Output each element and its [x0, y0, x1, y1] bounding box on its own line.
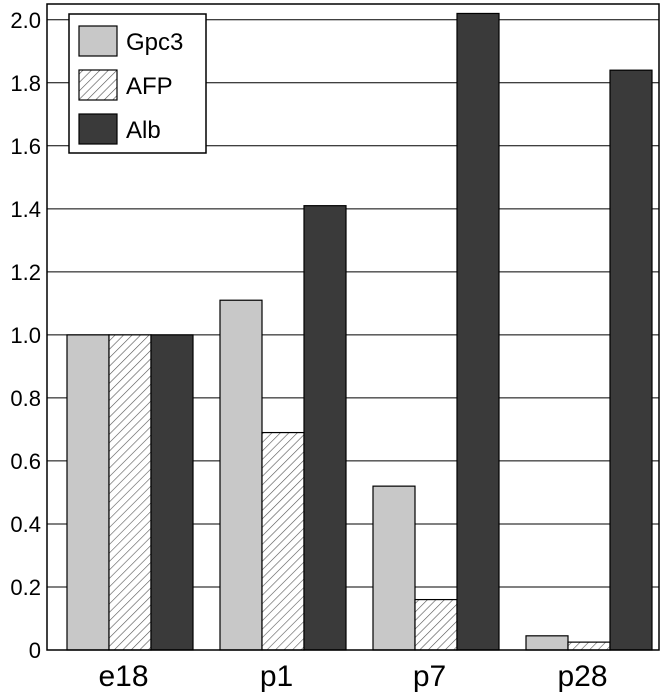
legend-swatch-afp [78, 69, 118, 101]
bar-alb-p28 [609, 69, 653, 651]
bar-afp-p7 [414, 598, 458, 651]
legend-label-gpc3: Gpc3 [126, 29, 183, 56]
bar-gpc3-p1 [219, 299, 263, 651]
y-tick-label: 1.6 [10, 134, 41, 159]
bar-gpc3-p7 [372, 485, 416, 651]
y-tick-label: 0.4 [10, 512, 41, 537]
y-axis-ticks: 0 0.2 0.4 0.6 0.8 1.0 1.2 1.4 1.6 1.8 2.0 [10, 8, 41, 663]
bar-gpc3-e18 [66, 334, 110, 651]
y-tick-label: 1.2 [10, 260, 41, 285]
bar-alb-p7 [456, 12, 500, 651]
x-category-label: e18 [98, 660, 148, 693]
y-tick-label: 0.6 [10, 449, 41, 474]
bar-afp-e18 [108, 334, 152, 651]
y-tick-label: 0 [29, 638, 41, 663]
bar-alb-p1 [303, 205, 347, 651]
x-category-label: p7 [413, 660, 446, 693]
legend-label-alb: Alb [126, 117, 161, 144]
y-tick-label: 2.0 [10, 8, 41, 33]
plot-area [46, 3, 660, 651]
x-axis-categories: e18 p1 p7 p28 [98, 660, 607, 693]
y-tick-label: 0.2 [10, 575, 41, 600]
legend-swatch-gpc3 [78, 25, 118, 57]
x-category-label: p1 [260, 660, 293, 693]
y-tick-label: 1.8 [10, 71, 41, 96]
legend: Gpc3 AFP Alb [68, 13, 207, 154]
bar-afp-p1 [261, 431, 305, 651]
legend-label-afp: AFP [126, 73, 173, 100]
bar-gpc3-p28 [525, 635, 569, 651]
y-tick-label: 1.0 [10, 323, 41, 348]
bar-afp-p28 [567, 641, 611, 651]
bar-alb-e18 [150, 334, 194, 651]
y-tick-label: 0.8 [10, 386, 41, 411]
x-category-label: p28 [557, 660, 607, 693]
legend-swatch-alb [78, 113, 118, 145]
y-tick-label: 1.4 [10, 197, 41, 222]
